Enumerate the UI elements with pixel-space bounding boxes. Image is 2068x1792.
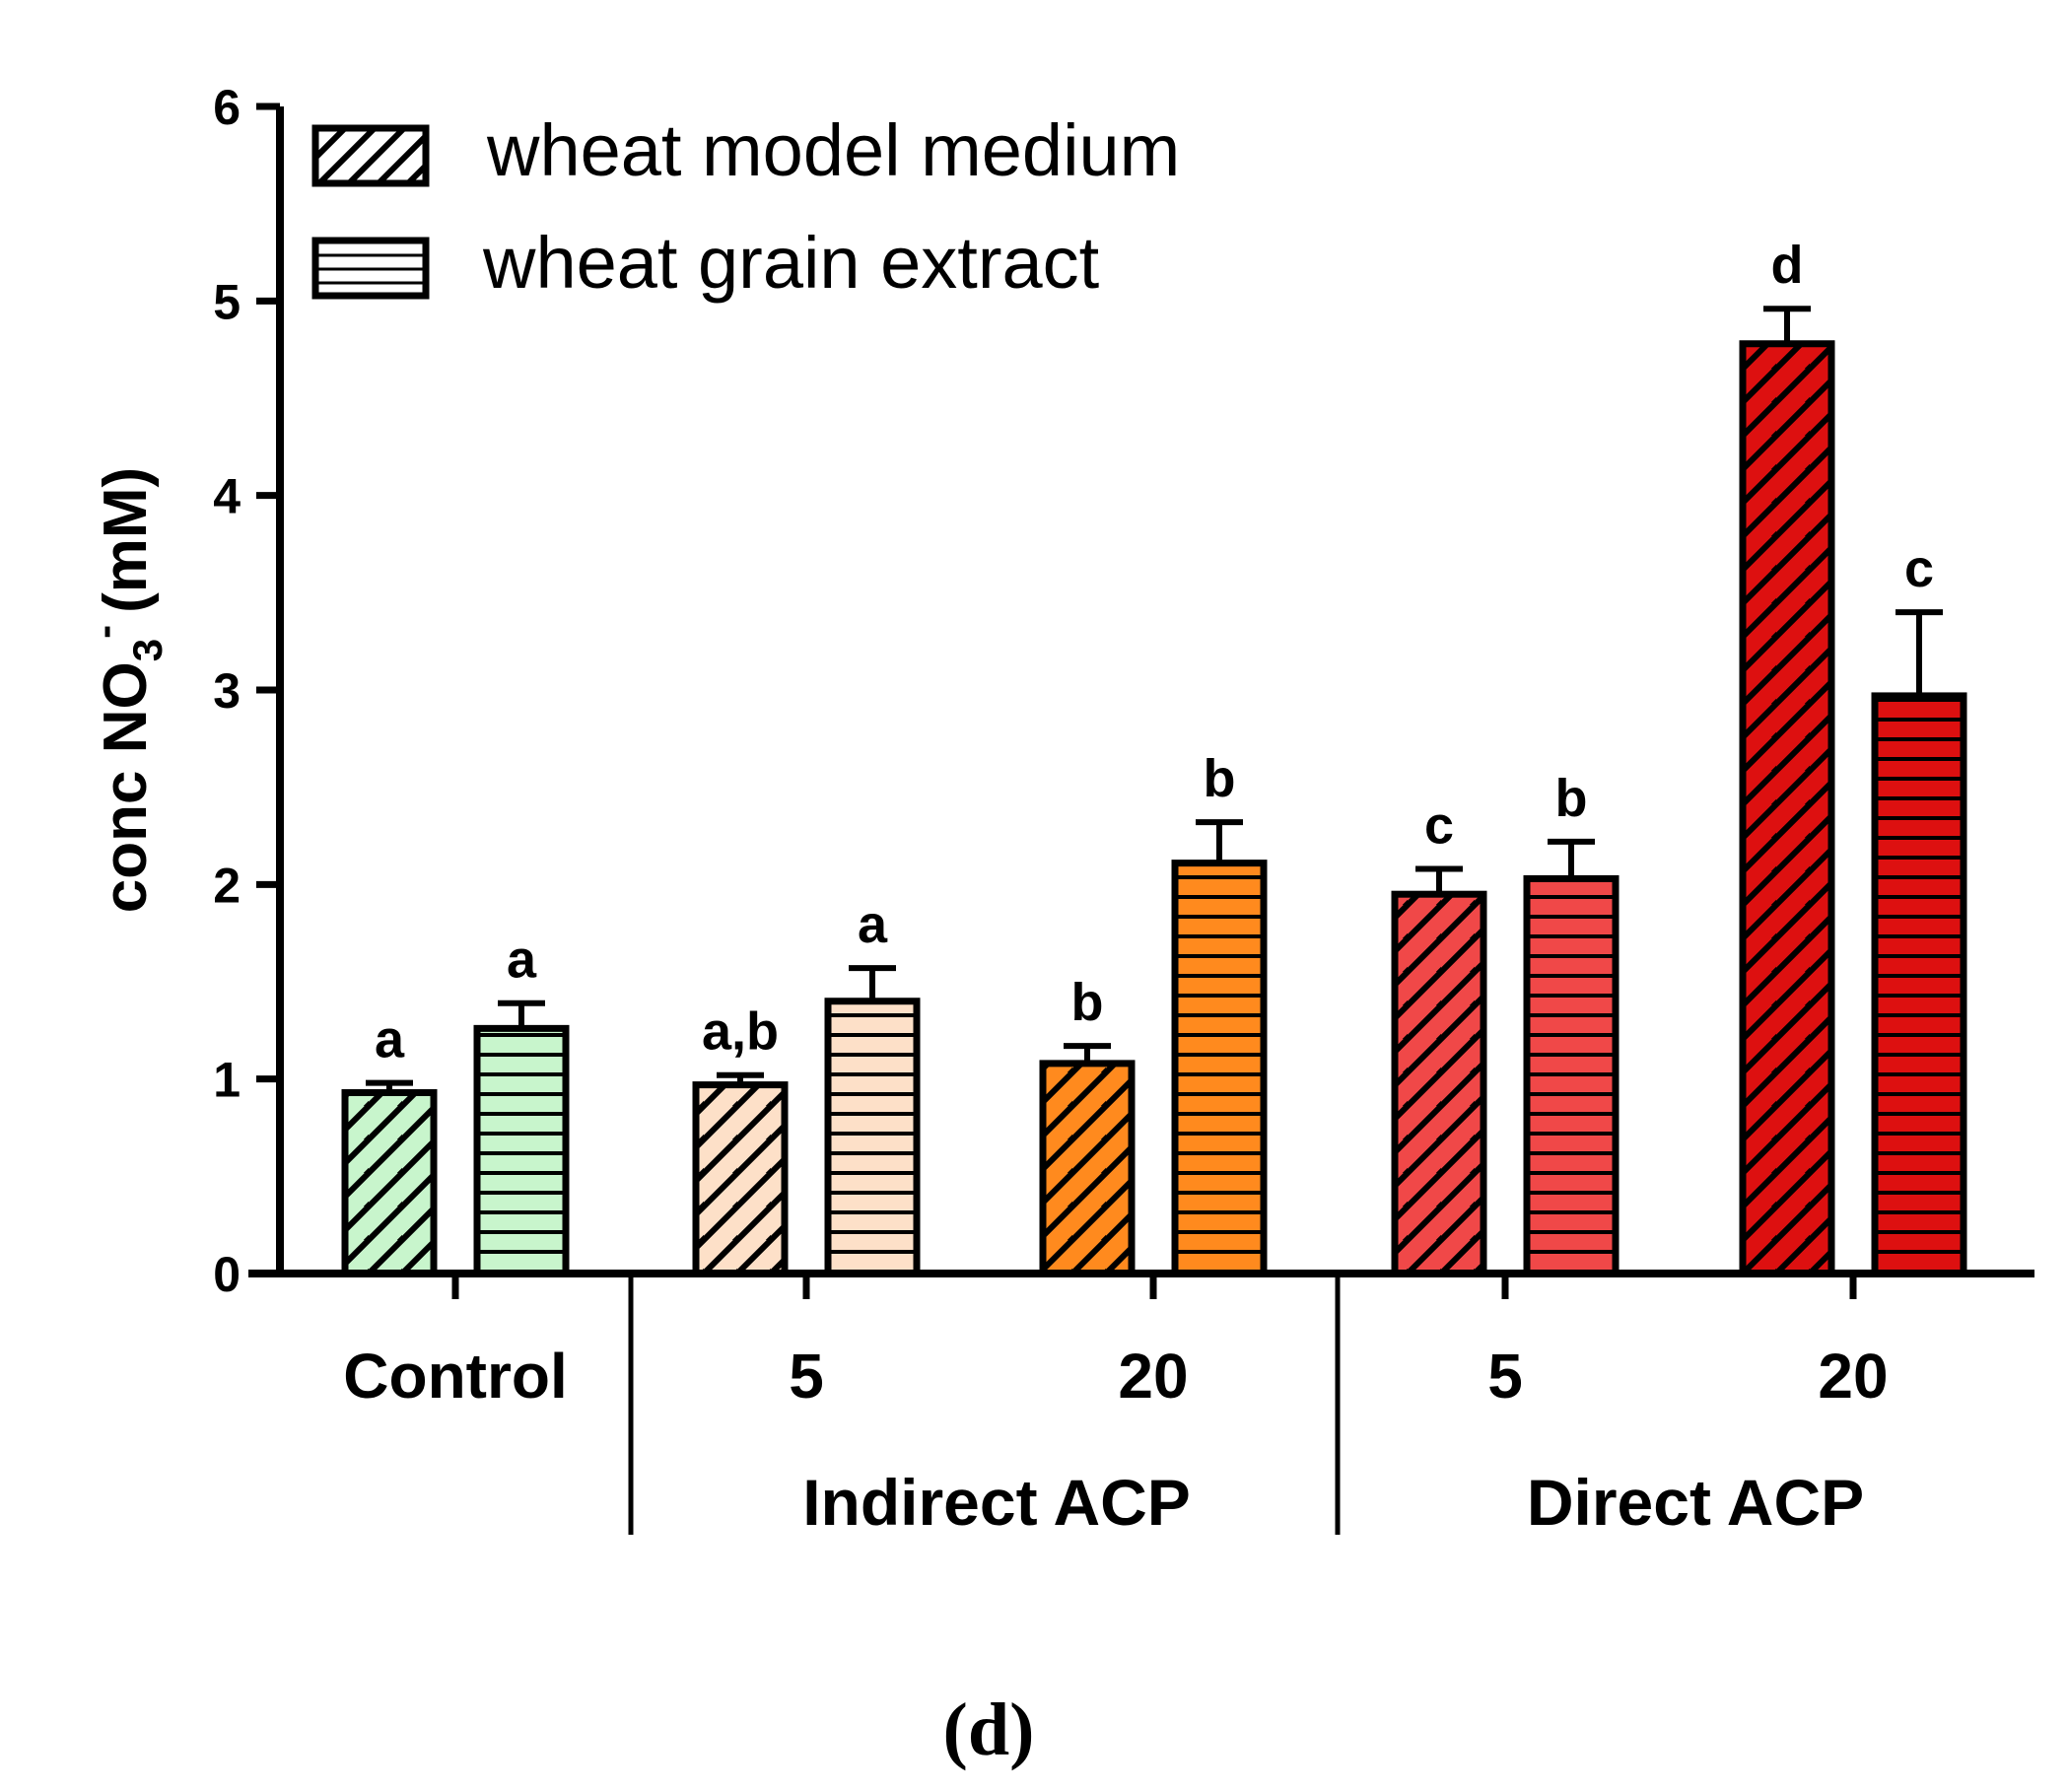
y-tick-label: 0 [213,1247,241,1302]
y-axis-label: conc NO3- (mM) [81,467,171,913]
category-label-direct-20: 20 [1818,1341,1888,1412]
y-tick-label: 1 [213,1053,241,1108]
bar-0-1 [692,1081,789,1277]
bar-1-2 [1171,860,1268,1277]
y-tick-label: 6 [213,80,241,135]
bar-0-3 [1391,890,1487,1277]
bar-1-1 [824,998,921,1277]
category-label-control: Control [343,1341,568,1412]
significance-label-0-1: a,b [702,1002,779,1062]
y-tick-label: 3 [213,663,241,719]
y-axis-label-main: conc NO [92,661,160,913]
y-axis-label-sub: 3 [124,639,171,661]
significance-label-1-3: b [1555,769,1588,828]
svg-text:conc NO3-(mM): conc NO3- (mM) [81,467,171,913]
significance-label-0-3: c [1424,796,1454,856]
significance-label-1-2: b [1204,749,1236,808]
bar-1-4 [1871,692,1967,1277]
y-axis-label-unit: (mM) [92,467,160,613]
group-label-indirect-acp: Indirect ACP [802,1466,1191,1539]
category-label-indirect-20: 20 [1118,1341,1188,1412]
y-axis-label-sup: - [81,625,127,639]
significance-label-1-4: c [1904,539,1934,598]
category-label-indirect-5: 5 [789,1341,824,1412]
y-tick-label: 5 [213,274,241,329]
bar-0-0 [341,1088,438,1277]
y-tick-label: 2 [213,858,241,913]
bar-0-4 [1739,340,1835,1277]
legend-swatch-wheat-model-medium [311,124,430,187]
legend-swatch-wheat-grain-extract [311,237,430,300]
significance-label-0-2: b [1071,973,1104,1032]
significance-label-0-4: d [1771,236,1804,295]
bar-0-2 [1039,1060,1136,1277]
significance-label-1-0: a [507,930,537,990]
legend-label-wheat-grain-extract: wheat grain extract [482,222,1100,304]
y-tick-label: 4 [213,469,241,524]
group-label-direct-acp: Direct ACP [1527,1466,1864,1539]
significance-label-0-0: a [375,1010,405,1069]
bar-1-0 [473,1024,570,1277]
legend-label-wheat-model-medium: wheat model medium [486,109,1180,191]
category-label-direct-5: 5 [1487,1341,1523,1412]
panel-label: (d) [943,1689,1035,1771]
bar-1-3 [1523,874,1620,1277]
significance-label-1-1: a [858,895,888,954]
